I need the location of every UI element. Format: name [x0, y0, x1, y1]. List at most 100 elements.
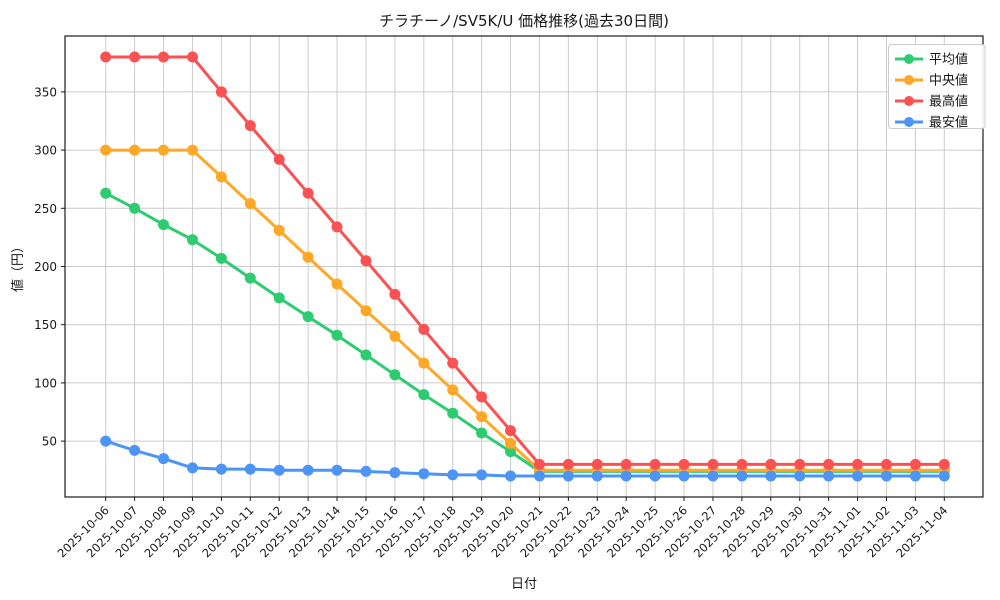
data-point-marker: [620, 458, 632, 470]
data-point-marker: [678, 470, 690, 482]
data-point-marker: [447, 407, 459, 419]
data-point-marker: [158, 219, 169, 231]
data-point-marker: [418, 389, 430, 401]
data-point-marker: [620, 470, 632, 482]
data-point-marker: [476, 427, 488, 439]
series-最高値: [100, 51, 950, 470]
data-point-marker: [823, 470, 835, 482]
y-axis-label: 値（円）: [10, 240, 26, 292]
data-point-marker: [881, 458, 892, 470]
legend-box: [888, 44, 986, 129]
y-tick-label: 50: [42, 435, 57, 449]
data-point-marker: [244, 463, 256, 475]
chart-title: チラチーノ/SV5K/U 価格推移(過去30日間): [379, 12, 669, 30]
legend-item-平均値: 平均値: [895, 52, 968, 68]
data-point-marker: [360, 255, 372, 267]
legend-item-中央値: 中央値: [895, 73, 968, 89]
data-point-marker: [360, 349, 372, 361]
data-point-marker: [187, 234, 198, 246]
data-point-marker: [302, 251, 314, 263]
data-point-marker: [909, 458, 921, 470]
data-point-marker: [736, 458, 748, 470]
data-point-marker: [215, 171, 227, 183]
data-point-marker: [534, 470, 545, 482]
data-point-marker: [273, 292, 285, 304]
legend-label: 最安値: [929, 115, 968, 131]
legend-label: 中央値: [929, 73, 968, 89]
data-point-marker: [158, 51, 169, 63]
data-point-marker: [447, 384, 459, 396]
data-point-marker: [505, 425, 516, 437]
y-tick-label: 100: [34, 376, 57, 390]
data-point-marker: [273, 464, 285, 476]
legend-marker-swatch: [904, 117, 914, 127]
legend-label: 平均値: [929, 52, 968, 68]
legend-item-最安値: 最安値: [895, 115, 968, 131]
legend-label: 最高値: [929, 94, 968, 110]
data-point-marker: [360, 305, 372, 317]
data-point-marker: [938, 458, 950, 470]
legend-marker-swatch: [904, 54, 914, 64]
legend-marker-swatch: [904, 96, 914, 106]
data-point-marker: [100, 51, 112, 63]
data-point-marker: [302, 464, 314, 476]
data-point-marker: [476, 411, 488, 423]
data-point-marker: [447, 357, 459, 369]
data-point-marker: [302, 187, 314, 199]
data-point-marker: [215, 252, 227, 264]
y-tick-label: 150: [34, 318, 57, 332]
data-point-marker: [562, 458, 574, 470]
data-point-marker: [187, 144, 198, 156]
data-point-marker: [852, 458, 863, 470]
data-point-marker: [389, 330, 401, 342]
data-point-marker: [129, 444, 141, 456]
data-point-marker: [649, 458, 661, 470]
data-point-marker: [244, 272, 256, 284]
data-point-marker: [273, 224, 285, 236]
y-tick-label: 200: [34, 260, 57, 274]
data-point-marker: [765, 470, 777, 482]
data-point-marker: [244, 120, 256, 132]
data-point-marker: [447, 469, 459, 481]
data-point-marker: [591, 458, 603, 470]
data-point-marker: [418, 323, 430, 335]
legend-marker-swatch: [904, 75, 914, 85]
data-point-marker: [187, 462, 198, 474]
data-point-marker: [852, 470, 863, 482]
data-point-marker: [331, 464, 343, 476]
data-point-marker: [678, 458, 690, 470]
data-point-marker: [534, 458, 545, 470]
data-point-marker: [562, 470, 574, 482]
data-point-marker: [881, 470, 892, 482]
series-最安値: [100, 435, 950, 482]
legend-item-最高値: 最高値: [895, 94, 968, 110]
data-point-marker: [158, 453, 169, 465]
data-point-marker: [794, 470, 806, 482]
data-point-marker: [476, 469, 488, 481]
data-point-marker: [649, 470, 661, 482]
data-point-marker: [909, 470, 921, 482]
data-series: [100, 51, 950, 482]
data-point-marker: [100, 435, 112, 447]
data-point-marker: [765, 458, 777, 470]
series-line: [105, 55, 945, 466]
data-point-marker: [476, 391, 488, 403]
data-point-marker: [215, 86, 227, 98]
data-point-marker: [302, 311, 314, 323]
data-point-marker: [129, 202, 141, 214]
data-point-marker: [331, 221, 343, 233]
axis-ticks-and-labels: 2025-10-062025-10-072025-10-082025-10-09…: [34, 85, 950, 560]
data-point-marker: [794, 458, 806, 470]
data-point-marker: [505, 437, 516, 449]
x-axis-label: 日付: [511, 577, 537, 592]
data-point-marker: [331, 278, 343, 290]
data-point-marker: [505, 470, 516, 482]
data-point-marker: [418, 357, 430, 369]
data-point-marker: [158, 144, 169, 156]
data-point-marker: [823, 458, 835, 470]
y-tick-label: 300: [34, 144, 57, 158]
series-平均値: [100, 187, 950, 477]
